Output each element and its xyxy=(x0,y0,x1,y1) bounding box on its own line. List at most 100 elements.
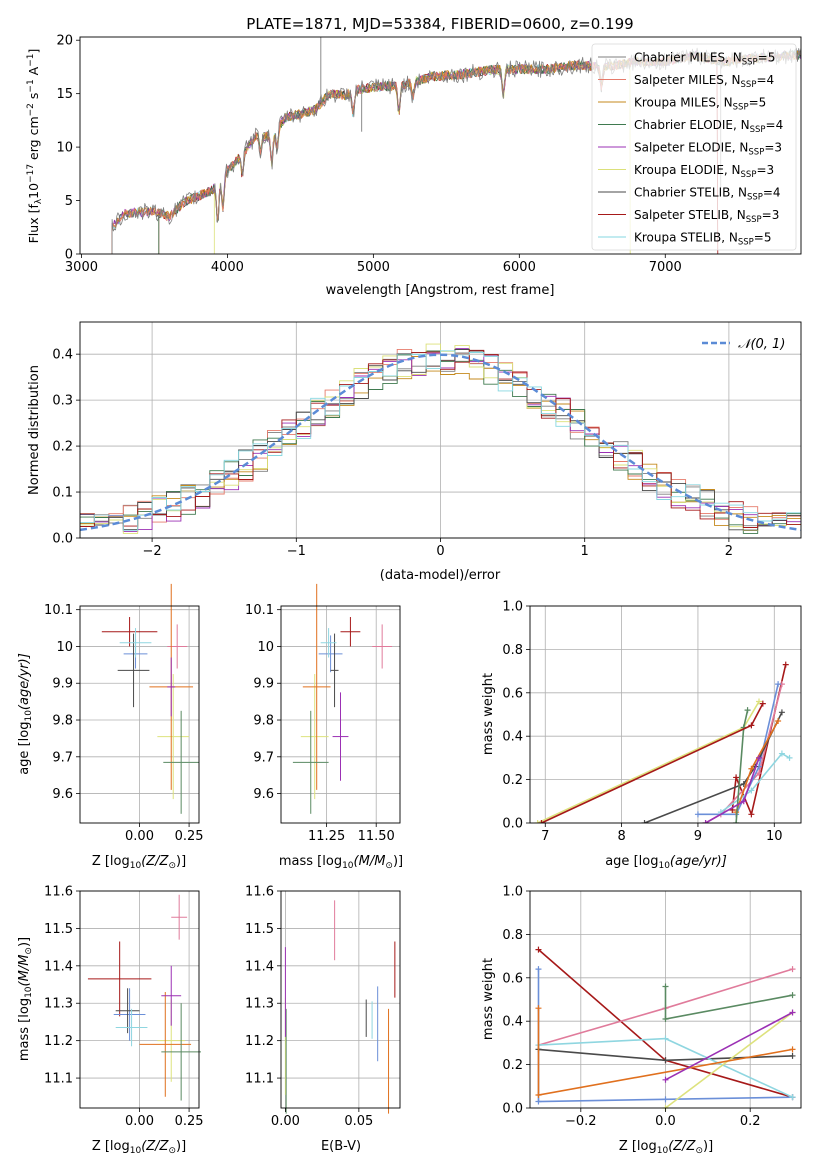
y-tick-label: 11.3 xyxy=(44,997,73,1012)
mass-weight-marker xyxy=(662,983,669,990)
age-vs-z-ylabel: age [log10(age/yr)] xyxy=(17,653,34,775)
y-tick-label: 11.2 xyxy=(245,1034,274,1049)
y-tick-label: 9.7 xyxy=(253,750,274,765)
mass-weight-marker xyxy=(702,820,709,823)
mass-weight-marker xyxy=(756,698,763,705)
y-tick-label: 11.6 xyxy=(245,885,274,900)
y-tick-label: 20 xyxy=(56,34,73,49)
y-tick-label: 0.8 xyxy=(502,643,523,658)
mass-weight-marker xyxy=(775,718,782,725)
legend-entry: Chabrier STELIB, NSSP=4 xyxy=(634,186,781,203)
mass-weight-marker xyxy=(748,787,755,794)
age-vs-mass-axes xyxy=(280,605,401,824)
legend-entry: Salpeter STELIB, NSSP=3 xyxy=(634,208,779,225)
mass-weight-marker xyxy=(789,992,796,999)
y-tick-label: 0.4 xyxy=(502,730,523,745)
spectrum-series-line xyxy=(213,58,631,254)
mass-weight-marker xyxy=(694,811,701,818)
y-tick-label: 10 xyxy=(56,640,73,655)
x-tick-label: 11.50 xyxy=(358,829,395,844)
mass-weight-marker xyxy=(535,946,542,953)
y-tick-label: 0.6 xyxy=(502,686,523,701)
y-tick-label: 10 xyxy=(56,141,73,156)
mass-weight-marker xyxy=(662,1016,669,1023)
y-tick-label: 9.9 xyxy=(52,677,73,692)
y-tick-label: 0.4 xyxy=(52,348,73,363)
y-tick-label: 11.2 xyxy=(44,1034,73,1049)
mass-weight-marker xyxy=(748,722,755,729)
mass-weight-marker xyxy=(535,1098,542,1105)
y-tick-label: 0.1 xyxy=(52,486,73,501)
y-tick-label: 11.4 xyxy=(245,959,274,974)
x-tick-label: 0.25 xyxy=(175,829,204,844)
residuals-panel: −2 −1 0 1 2 0.0 0.1 0.2 0.3 0.4 𝒩(0, 1) (data-mod… xyxy=(27,321,802,583)
y-tick-label: 0.4 xyxy=(502,1015,523,1030)
mass-vs-ebv-xlabel: E(B-V) xyxy=(321,1139,361,1154)
mass-weight-marker xyxy=(756,754,763,761)
y-tick-label: 11.4 xyxy=(44,959,73,974)
y-tick-label: 9.8 xyxy=(253,714,274,729)
spectrum-panel: 3000 4000 5000 6000 7000 0 5 10 15 20 Chabrier MI… xyxy=(26,34,802,298)
spectrum-xlabel: wavelength [Angstrom, rest frame] xyxy=(326,283,555,298)
y-tick-label: 0.0 xyxy=(52,532,73,547)
mass-weight-marker xyxy=(662,1057,669,1064)
mass-weight-marker xyxy=(733,820,740,823)
mass-weight-marker xyxy=(756,770,763,777)
y-tick-label: 1.0 xyxy=(502,885,523,900)
x-tick-label: 6000 xyxy=(503,260,536,275)
mass-weight-marker xyxy=(782,661,789,668)
mass-vs-z-ylabel: mass [log10(M/M⊙)] xyxy=(17,937,34,1061)
mass-weight-marker xyxy=(538,820,545,823)
mass-weight-vs-z-ylabel: mass weight xyxy=(481,958,496,1040)
x-tick-label: 0.00 xyxy=(125,1114,154,1129)
figure-title: PLATE=1871, MJD=53384, FIBERID=0600, z=0… xyxy=(246,15,633,33)
mass-weight-marker xyxy=(733,774,740,781)
x-tick-label: 0.0 xyxy=(655,1114,676,1129)
legend-entry: Kroupa MILES, NSSP=5 xyxy=(634,96,766,113)
residuals-ylabel: Normed distribution xyxy=(27,365,42,495)
y-tick-label: 9.6 xyxy=(52,787,73,802)
mass-weight-vs-age-ylabel: mass weight xyxy=(481,673,496,755)
y-tick-label: 5 xyxy=(65,194,73,209)
mass-weight-marker xyxy=(789,1052,796,1059)
legend-entry: Chabrier ELODIE, NSSP=4 xyxy=(634,118,783,135)
y-tick-label: 0.2 xyxy=(502,1058,523,1073)
y-tick-label: 1.0 xyxy=(502,600,523,615)
x-tick-label: −2 xyxy=(143,544,162,559)
y-tick-label: 11.1 xyxy=(44,1072,73,1087)
mass-weight-marker xyxy=(748,811,755,818)
x-tick-label: 10 xyxy=(766,829,783,844)
x-tick-label: 4000 xyxy=(211,260,244,275)
mass-weight-line xyxy=(720,752,790,813)
y-tick-label: 0.6 xyxy=(502,971,523,986)
y-tick-label: 10.1 xyxy=(44,603,73,618)
legend-entry: Salpeter MILES, NSSP=4 xyxy=(634,73,774,90)
legend-entry: Salpeter ELODIE, NSSP=3 xyxy=(634,141,782,158)
mass-weight-marker xyxy=(759,700,766,707)
y-tick-label: 10.1 xyxy=(245,603,274,618)
y-tick-label: 0 xyxy=(65,248,73,263)
y-tick-label: 0.8 xyxy=(502,928,523,943)
age-vs-mass-panel: 11.25 11.50 9.6 9.7 9.8 9.9 10 10.1 mass [log10… xyxy=(245,583,403,871)
x-tick-label: 7000 xyxy=(649,260,682,275)
mass-weight-marker xyxy=(789,1046,796,1053)
spectrum-legend: Chabrier MILES, NSSP=5 Salpeter MILES, NS… xyxy=(591,43,797,251)
x-tick-label: 9 xyxy=(694,829,702,844)
x-tick-label: 11.25 xyxy=(308,829,345,844)
x-tick-label: 0.2 xyxy=(740,1114,761,1129)
x-tick-label: 7 xyxy=(541,829,549,844)
gaussian-curve xyxy=(80,353,801,532)
mass-weight-line xyxy=(537,701,760,823)
mass-weight-vs-age-xlabel: age [log10(age/yr)] xyxy=(605,854,727,871)
mass-weight-marker xyxy=(641,820,648,823)
x-tick-label: 0.00 xyxy=(125,829,154,844)
x-tick-label: 0.25 xyxy=(175,1114,204,1129)
mass-weight-marker xyxy=(662,1096,669,1103)
legend-entry: Kroupa STELIB, NSSP=5 xyxy=(634,231,772,248)
y-tick-label: 15 xyxy=(56,87,73,102)
y-tick-label: 9.8 xyxy=(52,714,73,729)
mass-weight-marker xyxy=(748,765,755,772)
mass-weight-marker xyxy=(740,798,747,805)
x-tick-label: 2 xyxy=(725,544,733,559)
y-tick-label: 9.6 xyxy=(253,787,274,802)
